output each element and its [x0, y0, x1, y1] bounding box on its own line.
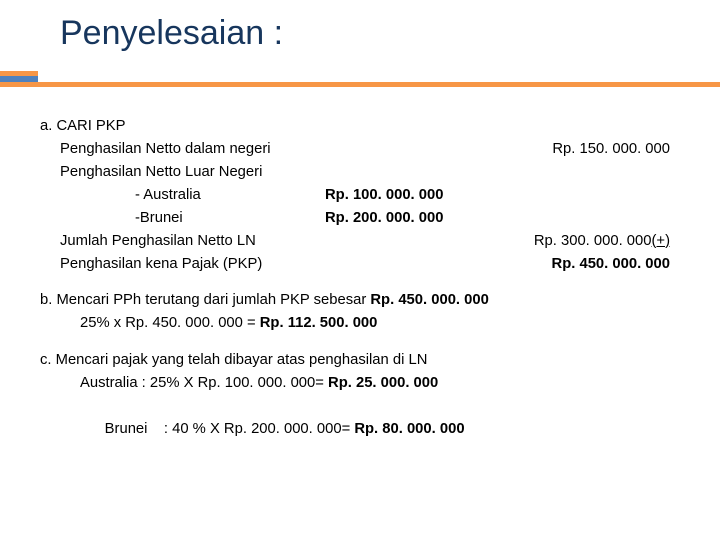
label: -Brunei [40, 207, 325, 230]
accent-line [0, 82, 720, 87]
section-a-heading: a. CARI PKP [40, 115, 690, 138]
plus-suffix: (+) [652, 233, 671, 249]
value: Rp. 200. 000. 000 [325, 207, 443, 230]
row-c-australia: Australia : 25% X Rp. 100. 000. 000= Rp.… [40, 372, 690, 395]
pre: Australia : 25% X Rp. 100. 000. 000= [80, 375, 328, 391]
section-b-heading: b. Mencari PPh terutang dari jumlah PKP … [40, 289, 690, 312]
row-australia: - Australia Rp. 100. 000. 000 [40, 184, 690, 207]
bold: Rp. 25. 000. 000 [328, 375, 438, 391]
section-c-heading: c. Mencari pajak yang telah dibayar atas… [40, 349, 690, 372]
label: Jumlah Penghasilan Netto LN [60, 230, 256, 253]
heading-bold: Rp. 450. 000. 000 [370, 292, 488, 308]
value: Rp. 150. 000. 000 [552, 138, 670, 161]
section-b-calc: 25% x Rp. 450. 000. 000 = Rp. 112. 500. … [40, 312, 690, 335]
body-content: a. CARI PKP Penghasilan Netto dalam nege… [40, 115, 690, 464]
calc-pre: 25% x Rp. 450. 000. 000 = [80, 315, 260, 331]
label: Penghasilan Netto dalam negeri [60, 138, 271, 161]
label: Penghasilan kena Pajak (PKP) [60, 253, 262, 276]
row-jumlah-ln: Jumlah Penghasilan Netto LN Rp. 300. 000… [40, 230, 690, 253]
slide-title: Penyelesaian : [60, 14, 283, 53]
row-brunei: -Brunei Rp. 200. 000. 000 [40, 207, 690, 230]
calc-bold: Rp. 112. 500. 000 [260, 315, 378, 331]
value-wrap: Rp. 300. 000. 000(+) [534, 230, 670, 253]
pre: Brunei : 40 % X Rp. 200. 000. 000= [105, 421, 355, 437]
row-pkp: Penghasilan kena Pajak (PKP) Rp. 450. 00… [40, 253, 690, 276]
value: Rp. 100. 000. 000 [325, 184, 443, 207]
heading-pre: b. Mencari PPh terutang dari jumlah PKP … [40, 292, 370, 308]
value: Rp. 450. 000. 000 [552, 253, 670, 276]
label: - Australia [40, 184, 325, 207]
row-c-brunei: Brunei : 40 % X Rp. 200. 000. 000= Rp. 8… [40, 395, 690, 464]
bold: Rp. 80. 000. 000 [354, 421, 464, 437]
row-luar-negeri-header: Penghasilan Netto Luar Negeri [40, 161, 690, 184]
value: Rp. 300. 000. 000 [534, 233, 652, 249]
row-dalam-negeri: Penghasilan Netto dalam negeri Rp. 150. … [40, 138, 690, 161]
